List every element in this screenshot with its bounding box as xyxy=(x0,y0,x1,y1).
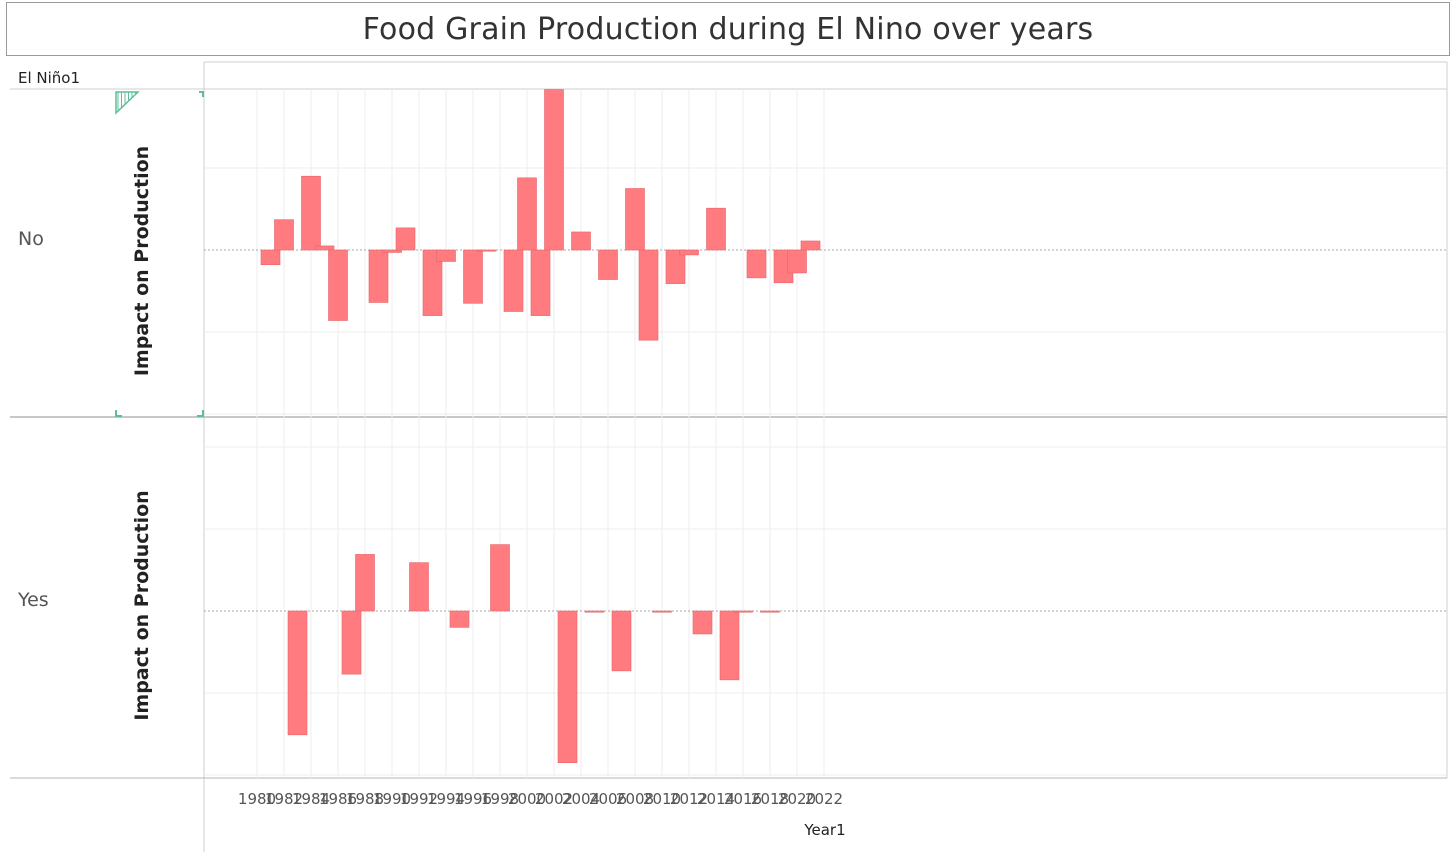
y-tick-label: 10 xyxy=(171,519,195,541)
bar xyxy=(787,249,807,274)
x-tick-label: 2022 xyxy=(805,790,843,808)
bar xyxy=(800,240,821,251)
x-tick-label: 2018 xyxy=(751,790,789,808)
bar xyxy=(314,245,335,251)
y-axis-title: Impact on Production xyxy=(131,146,153,376)
y-tick-label: -20 xyxy=(164,765,195,787)
x-tick-label: 2020 xyxy=(778,790,816,808)
x-tick-label: 1998 xyxy=(481,790,519,808)
y-axis-title: Impact on Production xyxy=(131,490,153,720)
bar xyxy=(503,249,524,312)
bar xyxy=(625,188,645,251)
x-tick-label: 2006 xyxy=(589,790,627,808)
x-tick-label: 1992 xyxy=(400,790,438,808)
x-axis-title: Year1 xyxy=(803,821,845,839)
panel-no: -20 -10 0 10 20 xyxy=(164,76,1447,426)
chart-title-box: Food Grain Production during El Nino ove… xyxy=(6,2,1450,56)
x-tick-label: 2016 xyxy=(724,790,762,808)
bar xyxy=(476,249,497,252)
x-tick-label: 2008 xyxy=(616,790,654,808)
bar xyxy=(719,610,740,681)
bar xyxy=(706,207,726,251)
bar xyxy=(287,610,308,736)
bar xyxy=(557,610,578,763)
x-tick-label: 2000 xyxy=(508,790,546,808)
x-tick-label: 1988 xyxy=(346,790,384,808)
x-tick-label: 2004 xyxy=(562,790,600,808)
selection-corner-icon xyxy=(197,410,204,417)
x-tick-label: 1996 xyxy=(454,790,492,808)
bar xyxy=(260,249,281,266)
y-tick-label: 0 xyxy=(183,240,195,262)
y-tick-label: -20 xyxy=(164,404,195,426)
bar xyxy=(584,610,605,613)
bar xyxy=(274,219,294,251)
chart-title: Food Grain Production during El Nino ove… xyxy=(362,11,1094,47)
bar xyxy=(341,610,362,675)
bar xyxy=(611,610,632,672)
facet-header-label: El Niño1 xyxy=(18,69,81,87)
bar xyxy=(692,610,713,635)
bar xyxy=(368,249,389,303)
y-tick-label: -10 xyxy=(164,683,195,705)
x-tick-label: 1982 xyxy=(265,790,303,808)
row-label-no: No xyxy=(18,228,44,250)
x-tick-label: 1986 xyxy=(319,790,357,808)
bar xyxy=(422,249,443,316)
x-tick-label: 2014 xyxy=(697,790,735,808)
bar xyxy=(679,249,699,256)
x-tick-label: 2002 xyxy=(535,790,573,808)
bar xyxy=(598,249,618,280)
bar xyxy=(409,562,429,612)
selection-corner-icon xyxy=(115,410,122,417)
bar xyxy=(382,249,402,253)
row-label-yes: Yes xyxy=(18,589,49,611)
bar xyxy=(436,249,456,262)
bar xyxy=(517,177,537,251)
bar xyxy=(652,610,672,613)
bar xyxy=(665,249,686,284)
bar xyxy=(733,610,753,613)
y-tick-label: 10 xyxy=(171,158,195,180)
bar xyxy=(328,249,348,321)
bar xyxy=(463,249,483,304)
x-tick-label: 1994 xyxy=(427,790,465,808)
bar xyxy=(355,554,375,612)
x-tick-label: 2012 xyxy=(670,790,708,808)
x-tick-label: 1990 xyxy=(373,790,411,808)
y-tick-label: 20 xyxy=(171,76,195,98)
y-tick-label: -10 xyxy=(164,322,195,344)
bar xyxy=(449,610,470,628)
y-tick-label: 20 xyxy=(171,437,195,459)
x-tick-label: 2010 xyxy=(643,790,681,808)
x-tick-label: 1980 xyxy=(238,790,276,808)
selection-corner-icon xyxy=(199,91,204,97)
bar xyxy=(530,249,551,316)
bar xyxy=(301,175,321,251)
bar xyxy=(638,249,659,341)
selection-handle-icon xyxy=(115,91,140,115)
bar xyxy=(760,610,780,613)
bar xyxy=(490,544,510,612)
x-tick-label: 1984 xyxy=(292,790,330,808)
bar xyxy=(746,249,767,279)
panel-yes: -20 -10 0 10 20 xyxy=(164,437,1447,787)
bar xyxy=(571,231,591,251)
bar xyxy=(395,227,416,251)
y-tick-label: 0 xyxy=(183,601,195,623)
bar xyxy=(544,89,564,251)
